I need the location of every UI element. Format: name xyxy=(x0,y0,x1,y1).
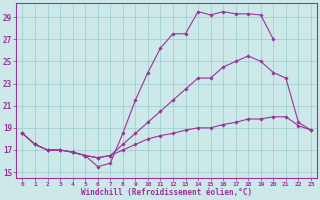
X-axis label: Windchill (Refroidissement éolien,°C): Windchill (Refroidissement éolien,°C) xyxy=(81,188,252,197)
